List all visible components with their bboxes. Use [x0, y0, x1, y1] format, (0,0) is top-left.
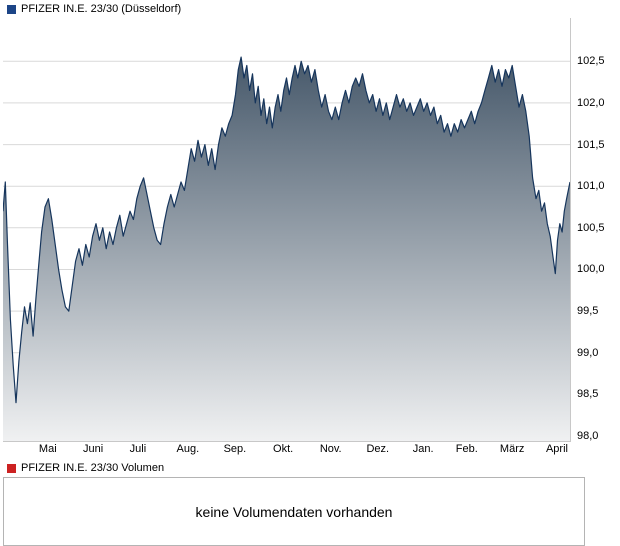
volume-empty-message: keine Volumendaten vorhanden — [195, 503, 393, 520]
x-axis-label: Aug. — [176, 443, 200, 455]
x-axis-label: Jan. — [412, 443, 434, 455]
y-axis-label: 101,0 — [577, 180, 605, 193]
price-area-chart — [3, 56, 570, 441]
x-axis-label: April — [545, 443, 568, 455]
y-axis-label: 100,5 — [577, 221, 605, 234]
price-plot-area[interactable] — [3, 18, 571, 442]
x-axis-label: Juli — [129, 443, 147, 455]
x-axis-label: März — [499, 443, 525, 455]
y-axis-label: 100,0 — [577, 263, 605, 276]
x-axis-label: Okt. — [273, 443, 294, 455]
y-axis-label: 102,5 — [577, 55, 605, 68]
x-axis-label: Feb. — [455, 443, 478, 455]
price-series-marker-icon — [7, 4, 16, 14]
volume-chart-title: PFIZER IN.E. 23/30 Volumen — [21, 462, 165, 474]
price-y-axis: 98,0 98,5 99,0 99,5 100,0 100,5 101,0 101,5 102,… — [577, 18, 619, 442]
y-axis-label: 98,0 — [577, 430, 599, 442]
y-axis-label: 98,5 — [577, 388, 599, 401]
x-axis-label: Juni — [83, 443, 104, 455]
x-axis-label: Dez. — [366, 443, 390, 455]
x-axis-label: Nov. — [319, 443, 342, 455]
volume-panel: keine Volumendaten vorhanden — [3, 477, 585, 546]
y-axis-label: 101,5 — [577, 138, 605, 151]
x-axis-label: Sep. — [223, 443, 247, 455]
y-axis-label: 102,0 — [577, 96, 605, 109]
price-chart-title: PFIZER IN.E. 23/30 (Düsseldorf) — [21, 3, 182, 15]
volume-series-marker-icon — [7, 463, 16, 473]
x-axis-label: Mai — [38, 443, 57, 455]
price-chart-header: PFIZER IN.E. 23/30 (Düsseldorf) — [7, 3, 181, 15]
y-axis-label: 99,0 — [577, 346, 599, 359]
price-x-axis: Mai Juni Juli Aug. Sep. Okt. Nov. Dez. Jan. Feb. M… — [3, 443, 570, 458]
volume-chart-header: PFIZER IN.E. 23/30 Volumen — [7, 462, 164, 474]
y-axis-label: 99,5 — [577, 305, 599, 318]
